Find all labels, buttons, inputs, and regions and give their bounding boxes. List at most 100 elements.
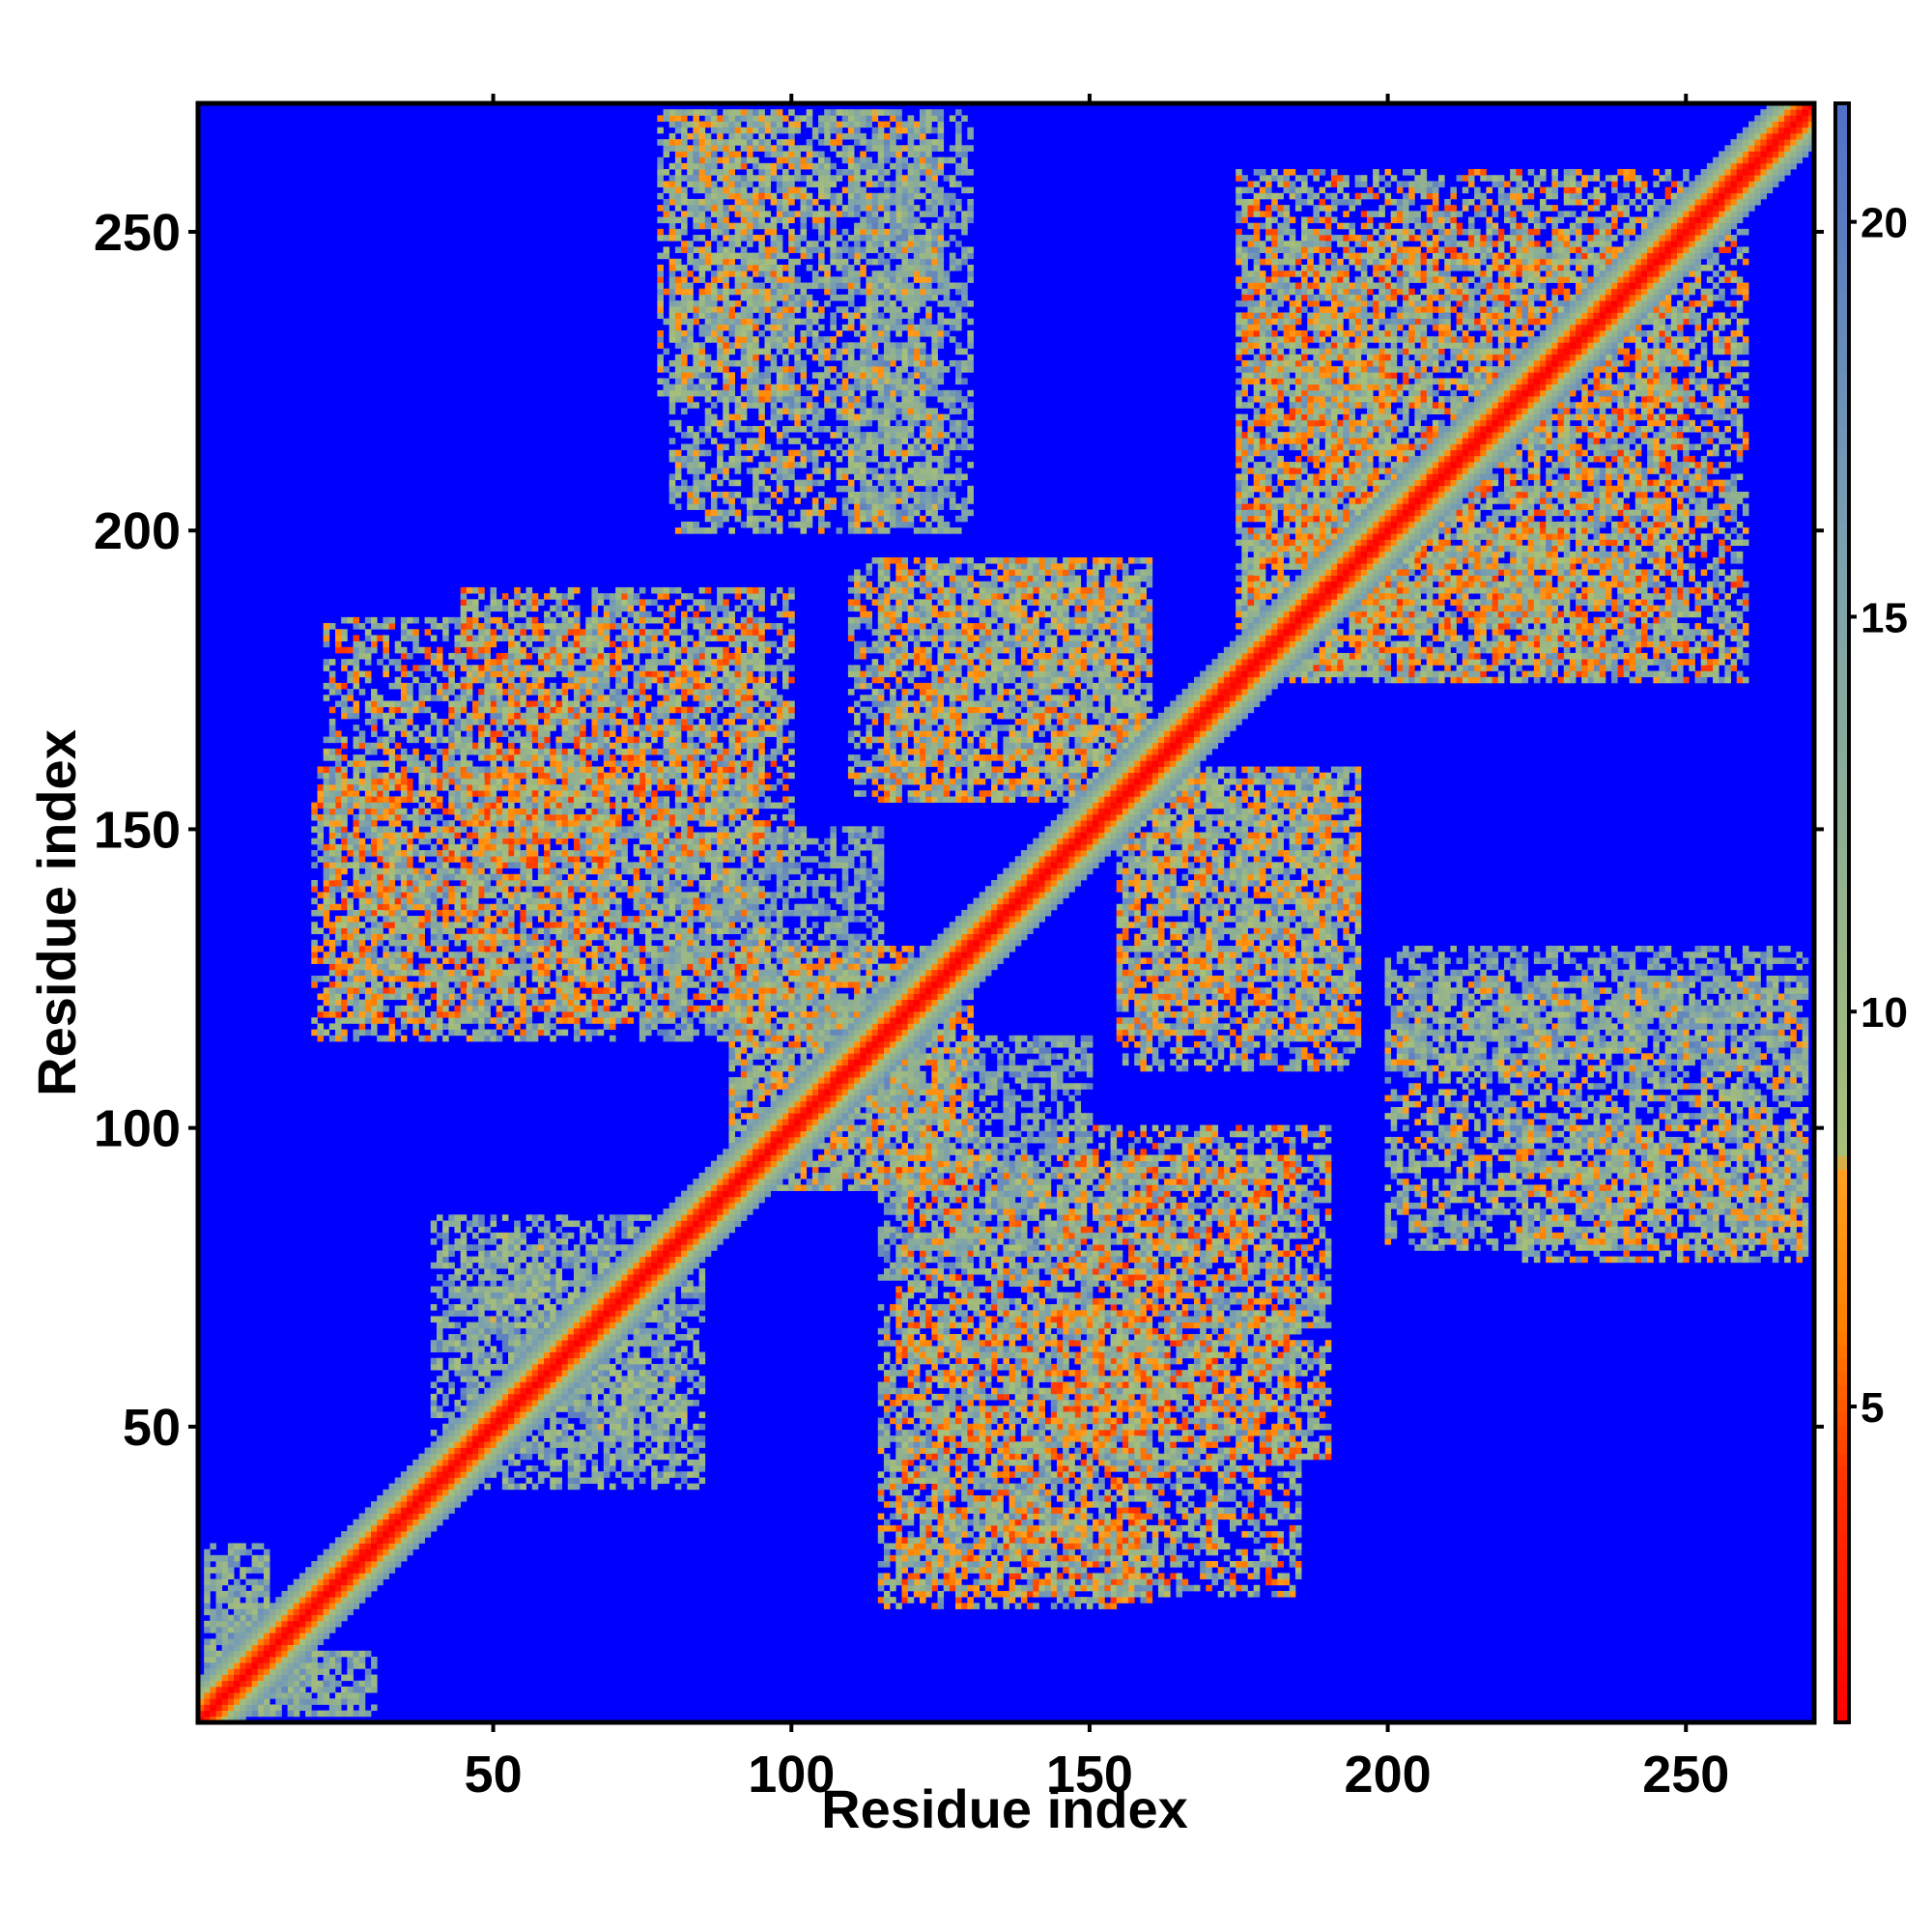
heatmap-cell	[537, 1327, 545, 1335]
heatmap-cell	[1146, 1393, 1153, 1401]
heatmap-cell	[353, 1011, 360, 1018]
heatmap-cell	[1050, 1411, 1058, 1418]
heatmap-cell	[448, 1411, 455, 1418]
heatmap-cell	[1027, 1513, 1034, 1520]
heatmap-cell	[919, 1387, 926, 1395]
heatmap-cell	[1104, 1363, 1111, 1371]
heatmap-cell	[668, 1316, 676, 1323]
heatmap-cell	[1116, 1406, 1123, 1412]
heatmap-cell	[567, 886, 575, 893]
heatmap-cell	[1104, 1124, 1111, 1132]
heatmap-cell	[478, 1297, 485, 1305]
heatmap-cell	[328, 808, 336, 815]
heatmap-cell	[466, 1400, 473, 1406]
heatmap-cell	[1164, 1196, 1171, 1204]
heatmap-cell	[645, 790, 652, 797]
heatmap-cell	[1056, 1524, 1064, 1532]
heatmap-cell	[1110, 1519, 1118, 1526]
heatmap-cell	[1074, 1250, 1082, 1257]
heatmap-cell	[353, 766, 360, 774]
heatmap-cell	[895, 1567, 902, 1574]
heatmap-cell	[371, 1680, 378, 1688]
heatmap-cell	[1181, 1334, 1189, 1341]
heatmap-cell	[400, 963, 408, 971]
heatmap-cell	[1140, 1393, 1147, 1401]
heatmap-cell	[1068, 1435, 1075, 1442]
heatmap-cell	[681, 1286, 688, 1293]
heatmap-cell	[561, 939, 569, 947]
heatmap-cell	[877, 1304, 885, 1311]
heatmap-cell	[657, 1453, 664, 1461]
heatmap-cell	[681, 778, 688, 785]
heatmap-cell	[353, 946, 360, 952]
heatmap-cell	[609, 1387, 616, 1395]
heatmap-cell	[317, 1023, 325, 1030]
heatmap-cell	[383, 975, 389, 982]
heatmap-cell	[877, 1524, 885, 1532]
heatmap-cell	[567, 1250, 575, 1257]
heatmap-cell	[573, 784, 581, 791]
heatmap-cell	[436, 1346, 443, 1352]
heatmap-cell	[1164, 1417, 1171, 1425]
heatmap-cell	[478, 1280, 485, 1287]
heatmap-cell	[1009, 1519, 1016, 1526]
heatmap-cell	[353, 802, 360, 810]
heatmap-cell	[526, 760, 533, 767]
heatmap-cell	[615, 742, 622, 750]
heatmap-cell	[537, 796, 545, 803]
heatmap-cell	[311, 922, 318, 928]
heatmap-cell	[544, 897, 551, 905]
heatmap-cell	[1157, 1381, 1165, 1389]
heatmap-cell	[788, 772, 795, 780]
heatmap-cell	[955, 1453, 962, 1461]
heatmap-cell	[1009, 1494, 1016, 1502]
heatmap-cell	[639, 1429, 646, 1436]
heatmap-cell	[1140, 1297, 1147, 1305]
heatmap-cell	[430, 1346, 438, 1352]
heatmap-cell	[490, 1262, 497, 1269]
heatmap-cell	[573, 1441, 581, 1448]
heatmap-cell	[1020, 1489, 1028, 1496]
heatmap-cell	[383, 796, 389, 803]
heatmap-cell	[1146, 1346, 1153, 1352]
heatmap-cell	[704, 813, 712, 821]
heatmap-cell	[1098, 1321, 1105, 1329]
heatmap-cell	[681, 796, 688, 803]
heatmap-cell	[913, 1453, 921, 1461]
heatmap-cell	[681, 808, 688, 815]
heatmap-cell	[334, 1017, 342, 1024]
heatmap-cell	[573, 1393, 581, 1401]
heatmap-cell	[663, 1429, 670, 1436]
heatmap-cell	[347, 969, 354, 977]
heatmap-cell	[1116, 1370, 1123, 1377]
heatmap-cell	[573, 766, 581, 774]
heatmap-cell	[471, 952, 479, 958]
heatmap-cell	[687, 1429, 694, 1436]
heatmap-cell	[1027, 1543, 1034, 1550]
heatmap-cell	[328, 784, 336, 791]
heatmap-cell	[234, 1597, 241, 1604]
heatmap-cell	[1068, 1321, 1075, 1329]
heatmap-cell	[436, 1387, 443, 1395]
heatmap-cell	[454, 1346, 462, 1352]
heatmap-cell	[1146, 1381, 1153, 1389]
heatmap-cell	[347, 778, 354, 785]
heatmap-cell	[573, 886, 581, 893]
heatmap-cell	[526, 813, 533, 821]
heatmap-cell	[609, 1400, 616, 1406]
heatmap-cell	[782, 813, 789, 821]
heatmap-cell	[717, 802, 724, 810]
heatmap-cell	[531, 879, 539, 887]
heatmap-cell	[955, 1351, 962, 1359]
heatmap-cell	[478, 1220, 485, 1228]
heatmap-cell	[544, 742, 551, 750]
heatmap-cell	[937, 1578, 945, 1586]
heatmap-cell	[591, 1471, 599, 1478]
heatmap-cell	[1146, 1214, 1153, 1221]
heatmap-cell	[526, 1035, 533, 1042]
heatmap-cell	[520, 1304, 526, 1311]
heatmap-cell	[1086, 1286, 1094, 1293]
heatmap-cell	[1068, 1292, 1075, 1299]
heatmap-cell	[520, 867, 526, 875]
heatmap-cell	[1122, 1297, 1129, 1305]
